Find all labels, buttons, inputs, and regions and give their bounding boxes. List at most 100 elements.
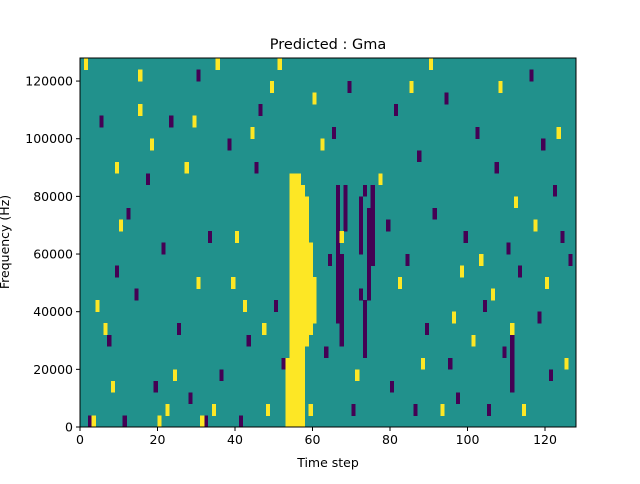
high-cell [471, 334, 476, 347]
high-cell [378, 173, 383, 186]
high-cell [157, 415, 162, 428]
low-cell [405, 254, 410, 266]
y-tick-label: 80000 [33, 189, 73, 204]
low-cell [246, 334, 251, 347]
x-axis-label: Time step [296, 455, 359, 470]
low-cell [359, 288, 364, 301]
high-band [312, 277, 317, 324]
high-cell [250, 127, 255, 140]
high-cell [479, 254, 484, 266]
low-cell [107, 334, 112, 347]
low-cell [502, 346, 507, 359]
low-band [362, 300, 368, 359]
low-cell [424, 323, 430, 336]
low-cell [444, 92, 449, 105]
high-cell [149, 138, 154, 151]
x-tick-label: 80 [382, 432, 398, 447]
low-cell [560, 230, 565, 243]
high-cell [355, 369, 360, 382]
high-cell [277, 58, 282, 70]
high-cell [231, 277, 236, 289]
high-cell [242, 300, 247, 312]
x-tick-label: 60 [305, 432, 321, 447]
high-band [300, 184, 306, 428]
low-cell [475, 127, 480, 140]
low-cell [506, 242, 511, 255]
low-cell [548, 369, 554, 382]
low-cell [176, 323, 182, 336]
high-cell [266, 403, 271, 416]
high-cell [312, 92, 317, 105]
high-cell [514, 196, 519, 209]
low-cell [494, 161, 499, 174]
high-cell [533, 219, 538, 232]
high-cell [498, 81, 503, 93]
low-cell [254, 161, 259, 174]
high-cell [184, 161, 189, 174]
high-band [308, 242, 313, 336]
low-cell [417, 150, 422, 163]
high-cell [428, 58, 433, 70]
low-cell [463, 230, 468, 243]
low-cell [273, 300, 278, 312]
plot-frame [79, 57, 577, 428]
low-band [366, 207, 371, 301]
y-tick-label: 20000 [33, 362, 73, 377]
high-band [293, 173, 298, 428]
x-tick-label: 100 [456, 432, 480, 447]
low-cell [328, 254, 333, 266]
high-cell [490, 288, 495, 301]
low-cell [331, 127, 337, 140]
low-cell [161, 242, 166, 255]
low-cell [207, 230, 213, 243]
high-cell [308, 403, 313, 416]
high-cell [440, 403, 445, 416]
high-cell [192, 115, 197, 128]
high-cell [111, 380, 116, 393]
high-cell [91, 415, 96, 428]
high-cell [564, 357, 569, 370]
high-cell [138, 104, 143, 116]
high-cell [397, 277, 402, 289]
low-cell [153, 380, 158, 393]
low-cell [99, 115, 104, 128]
high-cell [95, 300, 100, 312]
low-cell [568, 254, 573, 266]
low-cell [541, 138, 546, 151]
high-cell [200, 415, 205, 428]
low-cell [134, 288, 139, 301]
y-tick-label: 120000 [25, 74, 73, 89]
low-cell [169, 115, 174, 128]
high-band [304, 196, 309, 347]
high-cell [235, 230, 240, 243]
high-cell [103, 323, 108, 336]
high-band [289, 173, 294, 428]
low-cell [486, 403, 492, 416]
low-cell [227, 138, 232, 151]
high-cell [421, 357, 426, 370]
low-cell [238, 415, 244, 428]
low-cell [347, 81, 352, 93]
high-cell [269, 81, 275, 93]
high-cell [138, 69, 143, 82]
low-cell [537, 311, 542, 324]
high-cell [211, 403, 216, 416]
high-cell [510, 323, 515, 336]
y-axis-ticks: 0 20000 40000 60000 80000 100000 120000 [25, 74, 80, 435]
high-cell [320, 138, 325, 151]
low-cell [386, 219, 391, 232]
low-cell [517, 265, 523, 278]
high-cell [173, 369, 178, 382]
y-axis-label: Frequency (Hz) [0, 195, 12, 289]
low-cell [455, 392, 461, 405]
low-cell [196, 69, 201, 82]
y-tick-label: 100000 [25, 131, 73, 146]
high-cell [114, 161, 120, 174]
low-cell [122, 415, 127, 428]
low-cell [204, 415, 209, 428]
high-cell [459, 265, 464, 278]
low-band [359, 196, 364, 255]
y-tick-label: 40000 [33, 304, 73, 319]
low-cell [188, 392, 193, 405]
